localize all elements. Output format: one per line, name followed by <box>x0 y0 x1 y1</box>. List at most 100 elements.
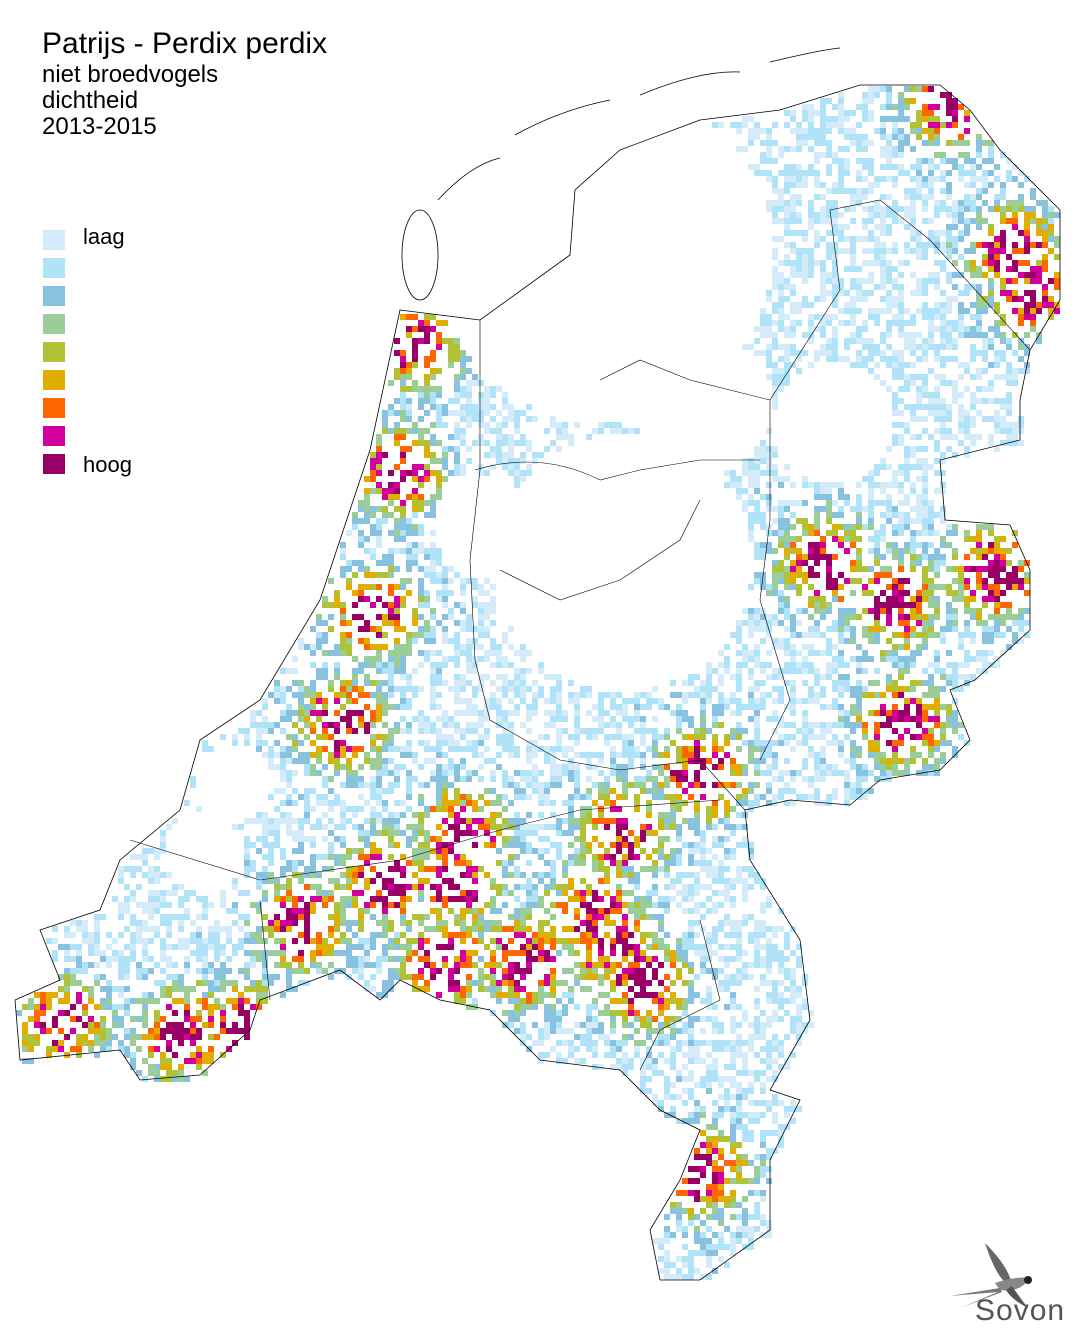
density-cell <box>946 110 952 116</box>
density-cell <box>730 848 736 854</box>
density-cell <box>898 560 904 566</box>
density-cell <box>1018 170 1024 176</box>
density-cell <box>748 500 754 506</box>
density-cell <box>886 584 892 590</box>
density-cell <box>694 758 700 764</box>
density-cell <box>844 716 850 722</box>
density-cell <box>502 722 508 728</box>
density-cell <box>838 752 844 758</box>
density-cell <box>712 824 718 830</box>
density-cell <box>778 638 784 644</box>
density-cell <box>610 788 616 794</box>
density-cell <box>1048 248 1054 254</box>
density-cell <box>838 584 844 590</box>
density-cell <box>610 692 616 698</box>
density-cell <box>394 656 400 662</box>
density-cell <box>280 776 286 782</box>
density-cell <box>496 764 502 770</box>
density-cell <box>676 704 682 710</box>
density-cell <box>400 584 406 590</box>
density-cell <box>514 458 520 464</box>
density-cell <box>502 782 508 788</box>
density-cell <box>358 848 364 854</box>
density-cell <box>142 872 148 878</box>
density-cell <box>358 830 364 836</box>
density-cell <box>262 866 268 872</box>
density-cell <box>520 476 526 482</box>
density-cell <box>352 614 358 620</box>
density-cell <box>430 392 436 398</box>
density-cell <box>604 854 610 860</box>
density-cell <box>370 524 376 530</box>
density-cell <box>964 554 970 560</box>
density-cell <box>460 626 466 632</box>
density-cell <box>532 776 538 782</box>
density-cell <box>784 344 790 350</box>
density-cell <box>946 614 952 620</box>
density-cell <box>976 566 982 572</box>
density-cell <box>694 782 700 788</box>
density-cell <box>418 860 424 866</box>
density-cell <box>994 548 1000 554</box>
density-cell <box>676 770 682 776</box>
density-cell <box>298 644 304 650</box>
density-cell <box>898 554 904 560</box>
density-cell <box>412 326 418 332</box>
density-cell <box>670 806 676 812</box>
density-cell <box>916 344 922 350</box>
density-cell <box>856 506 862 512</box>
density-cell <box>862 692 868 698</box>
density-cell <box>652 686 658 692</box>
density-cell <box>778 734 784 740</box>
density-cell <box>862 146 868 152</box>
density-cell <box>556 830 562 836</box>
density-cell <box>502 398 508 404</box>
density-cell <box>736 710 742 716</box>
density-cell <box>874 182 880 188</box>
density-cell <box>832 314 838 320</box>
density-cell <box>832 794 838 800</box>
density-cell <box>796 698 802 704</box>
density-cell <box>394 638 400 644</box>
density-cell <box>340 680 346 686</box>
density-cell <box>532 764 538 770</box>
density-cell <box>436 470 442 476</box>
density-cell <box>364 818 370 824</box>
density-cell <box>886 770 892 776</box>
density-cell <box>934 392 940 398</box>
density-cell <box>520 872 526 878</box>
density-cell <box>262 878 268 884</box>
density-cell <box>436 788 442 794</box>
density-cell <box>430 542 436 548</box>
density-cell <box>418 602 424 608</box>
density-cell <box>754 716 760 722</box>
density-cell <box>868 524 874 530</box>
density-cell <box>376 752 382 758</box>
density-cell <box>844 158 850 164</box>
density-cell <box>676 836 682 842</box>
density-cell <box>460 680 466 686</box>
density-cell <box>628 848 634 854</box>
density-cell <box>766 158 772 164</box>
density-cell <box>412 752 418 758</box>
density-cell <box>922 734 928 740</box>
density-cell <box>460 860 466 866</box>
density-cell <box>778 788 784 794</box>
density-cell <box>880 380 886 386</box>
density-cell <box>442 680 448 686</box>
density-cell <box>934 458 940 464</box>
density-cell <box>940 518 946 524</box>
density-cell <box>436 392 442 398</box>
density-cell <box>1048 308 1054 314</box>
density-cell <box>766 716 772 722</box>
density-cell <box>748 668 754 674</box>
density-cell <box>838 146 844 152</box>
density-cell <box>790 194 796 200</box>
density-cell <box>802 572 808 578</box>
density-cell <box>1018 440 1024 446</box>
density-cell <box>490 884 496 890</box>
density-cell <box>856 500 862 506</box>
density-cell <box>1006 578 1012 584</box>
density-cell <box>334 650 340 656</box>
density-cell <box>898 770 904 776</box>
